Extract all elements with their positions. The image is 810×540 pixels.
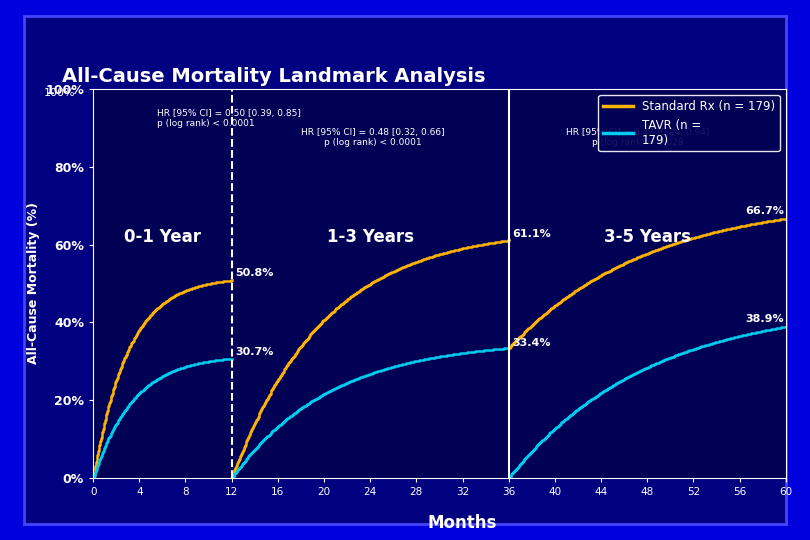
Y-axis label: All-Cause Mortality (%): All-Cause Mortality (%)	[27, 202, 40, 364]
Text: 100%: 100%	[45, 88, 76, 98]
Text: 3-5 Years: 3-5 Years	[603, 228, 691, 246]
Text: 61.1%: 61.1%	[512, 229, 551, 239]
Text: HR [95% CI] = 0.50 [0.39, 0.85]
p (log rank) < 0.0001: HR [95% CI] = 0.50 [0.39, 0.85] p (log r…	[156, 109, 301, 128]
Text: 1-3 Years: 1-3 Years	[326, 228, 414, 246]
Text: HR [95% CI] = 0.47 [0.24, 0.94]
p (log rank) = 0.028: HR [95% CI] = 0.47 [0.24, 0.94] p (log r…	[566, 128, 710, 147]
Text: Months: Months	[427, 514, 497, 532]
Text: 33.4%: 33.4%	[512, 338, 551, 348]
Text: 0-1 Year: 0-1 Year	[124, 228, 201, 246]
Text: 50.8%: 50.8%	[235, 268, 274, 278]
Text: All-Cause Mortality Landmark Analysis: All-Cause Mortality Landmark Analysis	[62, 67, 486, 86]
Text: 38.9%: 38.9%	[745, 314, 784, 325]
Legend: Standard Rx (n = 179), TAVR (n =
179): Standard Rx (n = 179), TAVR (n = 179)	[599, 95, 780, 151]
Text: 30.7%: 30.7%	[235, 347, 274, 357]
Text: HR [95% CI] = 0.48 [0.32, 0.66]
p (log rank) < 0.0001: HR [95% CI] = 0.48 [0.32, 0.66] p (log r…	[301, 128, 445, 147]
Text: 66.7%: 66.7%	[745, 206, 784, 215]
